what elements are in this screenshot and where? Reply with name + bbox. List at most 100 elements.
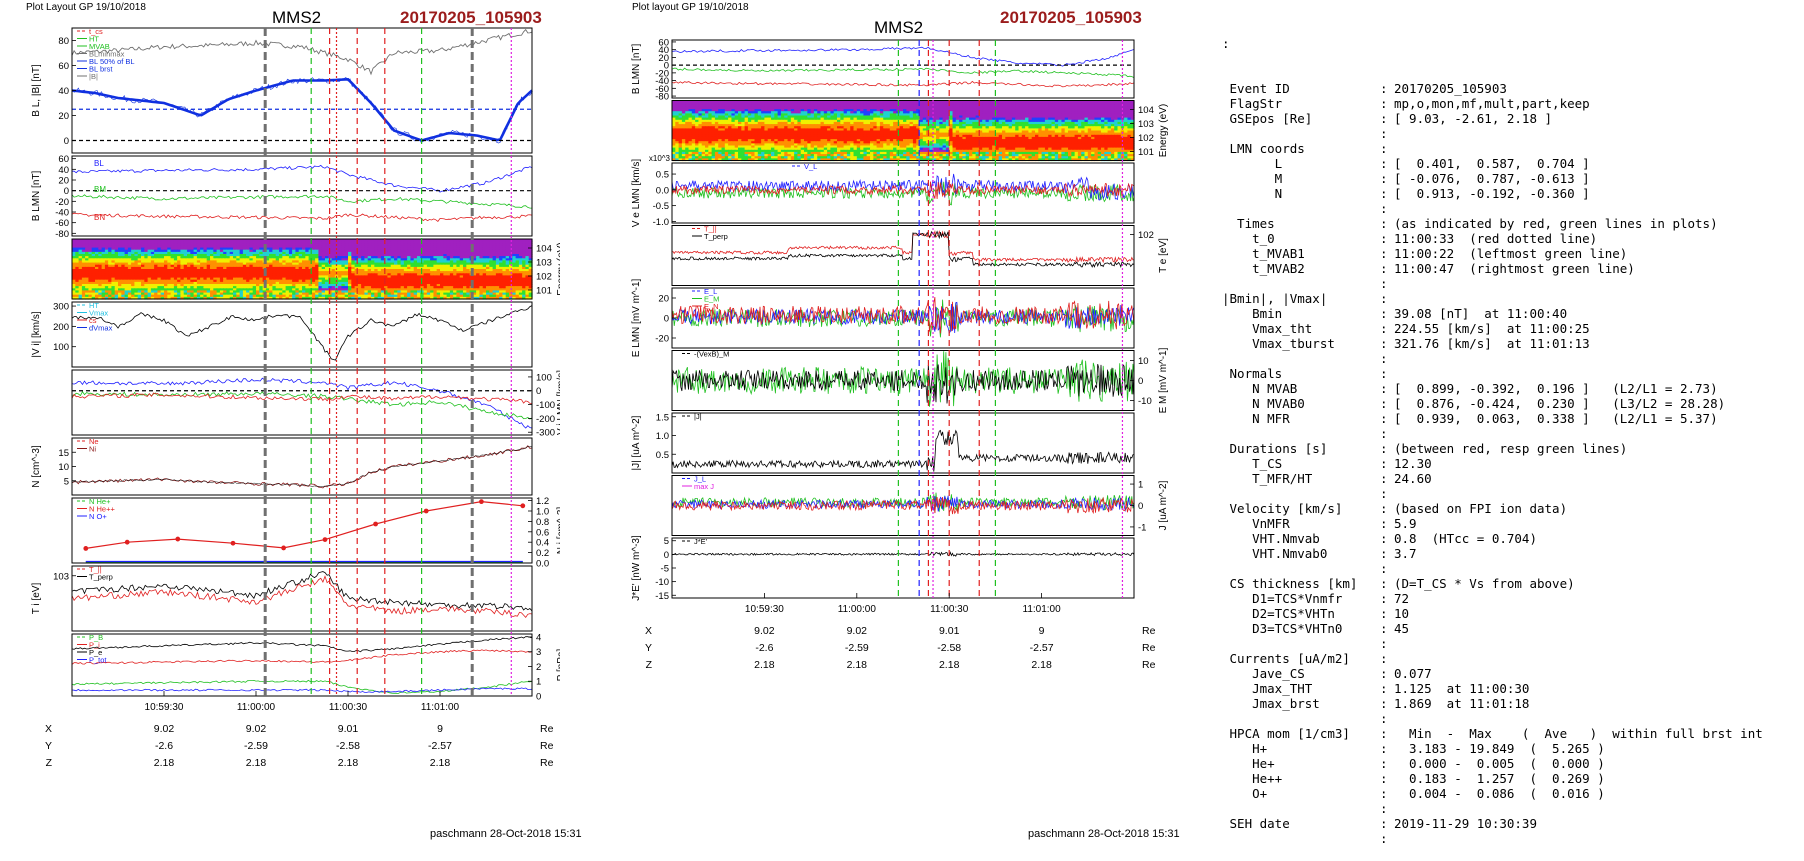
data-point xyxy=(479,499,484,504)
y-axis-label: B LMN [nT] xyxy=(31,171,42,222)
y-tick-label: 20 xyxy=(58,176,69,187)
data-point xyxy=(373,522,378,527)
legend-entry: BM xyxy=(94,185,106,194)
y-tick-label: 0 xyxy=(64,136,69,147)
y-tick-label: -100 xyxy=(536,400,555,411)
panel-frame xyxy=(72,566,532,631)
y-tick-label: -300 xyxy=(536,428,555,439)
orbit-row-name: X xyxy=(45,723,52,735)
orbit-value: -2.57 xyxy=(428,740,452,752)
legend-entry: |B| xyxy=(89,72,98,81)
y-tick-label: 0 xyxy=(64,186,69,197)
left-footer: paschmann 28-Oct-2018 15:31 xyxy=(430,828,582,840)
y-tick-label: 2 xyxy=(536,662,541,673)
data-point xyxy=(281,546,286,551)
orbit-value: 2.18 xyxy=(338,757,359,769)
orbit-value: 2.18 xyxy=(154,757,175,769)
orbit-unit: Re xyxy=(540,740,554,752)
y-tick-label: 60 xyxy=(58,154,69,165)
panel-pressure: 43210P [nPa]P_BP_iP_eP_tot xyxy=(72,632,560,702)
y-tick-label: -40 xyxy=(55,208,69,219)
series-line xyxy=(72,392,532,419)
panel-frame xyxy=(72,370,532,435)
orbit-value: 2.18 xyxy=(246,757,267,769)
panel-frame xyxy=(72,634,532,696)
y-tick-label: 20 xyxy=(58,111,69,122)
orbit-unit: Re xyxy=(540,757,554,769)
orbit-value: 9.02 xyxy=(246,723,267,735)
series-line xyxy=(72,195,532,208)
series-ne xyxy=(72,446,532,486)
series-line xyxy=(72,637,532,652)
y-tick-label: 101 xyxy=(536,286,552,297)
y-axis-label: N i [cm^-3] xyxy=(556,507,560,555)
panel-hpca-density: 1.21.00.80.60.40.20.0N i [cm^-3]N He+N H… xyxy=(72,496,560,569)
y-tick-label: -20 xyxy=(55,197,69,208)
orbit-value: 9.01 xyxy=(338,723,359,735)
panel-frame xyxy=(72,498,532,563)
y-axis-label: |V i| [km/s] xyxy=(31,311,42,358)
data-point xyxy=(125,540,130,545)
y-axis-label: B L, |B| [nT] xyxy=(31,64,42,117)
series-line xyxy=(72,378,532,428)
y-tick-label: 103 xyxy=(536,258,552,269)
orbit-value: -2.59 xyxy=(244,740,268,752)
y-tick-label: -80 xyxy=(55,229,69,240)
y-tick-label: 0.6 xyxy=(536,527,549,538)
y-tick-label: 104 xyxy=(536,244,552,255)
legend-entry: N O+ xyxy=(89,512,107,521)
y-tick-label: 1 xyxy=(536,677,541,688)
y-tick-label: 103 xyxy=(53,571,69,582)
y-tick-label: 5 xyxy=(64,476,69,487)
y-tick-label: 300 xyxy=(53,302,69,313)
y-axis-label: P [nPa] xyxy=(556,648,560,681)
series-line xyxy=(72,213,532,221)
series-line xyxy=(672,68,1134,77)
data-point xyxy=(323,537,328,542)
x-tick-label: 11:00:00 xyxy=(237,702,276,713)
series-line xyxy=(672,47,1134,66)
y-tick-label: 0.8 xyxy=(536,517,549,528)
data-point xyxy=(231,541,236,546)
y-tick-label: -80 xyxy=(655,92,669,103)
orbit-unit: Re xyxy=(540,723,554,735)
legend-entry: dVmax xyxy=(89,324,113,333)
y-axis-label: T i [eV] xyxy=(31,583,42,615)
series-tpar xyxy=(72,576,532,617)
y-axis-label: Energy (eV) xyxy=(556,242,560,295)
data-point xyxy=(424,509,429,514)
series-line xyxy=(672,81,1134,87)
y-tick-label: 0.4 xyxy=(536,538,549,549)
x-tick-label: 11:00:30 xyxy=(329,702,368,713)
x-tick-label: 10:59:30 xyxy=(145,702,184,713)
series-he-plus-plus xyxy=(86,502,523,549)
orbit-value: 9 xyxy=(437,723,443,735)
orbit-row-name: Z xyxy=(46,757,53,769)
y-tick-label: 1.2 xyxy=(536,496,549,507)
y-tick-label: 1.0 xyxy=(536,507,549,518)
panel-frame xyxy=(72,438,532,495)
y-tick-label: 0 xyxy=(536,692,541,703)
y-tick-label: 4 xyxy=(536,632,541,643)
series-line xyxy=(72,650,532,665)
legend-entry: P_tot xyxy=(89,656,107,665)
y-tick-label: 200 xyxy=(53,322,69,333)
y-tick-label: 15 xyxy=(58,448,69,459)
y-tick-label: 0 xyxy=(536,386,541,397)
series-line xyxy=(72,165,532,192)
data-point xyxy=(175,537,180,542)
x-tick-label: 11:01:00 xyxy=(421,702,460,713)
legend-entry: BN xyxy=(94,213,105,222)
data-point xyxy=(520,503,525,508)
series-line xyxy=(72,688,532,693)
y-tick-label: -200 xyxy=(536,414,555,425)
legend-entry: T_perp xyxy=(89,573,113,582)
